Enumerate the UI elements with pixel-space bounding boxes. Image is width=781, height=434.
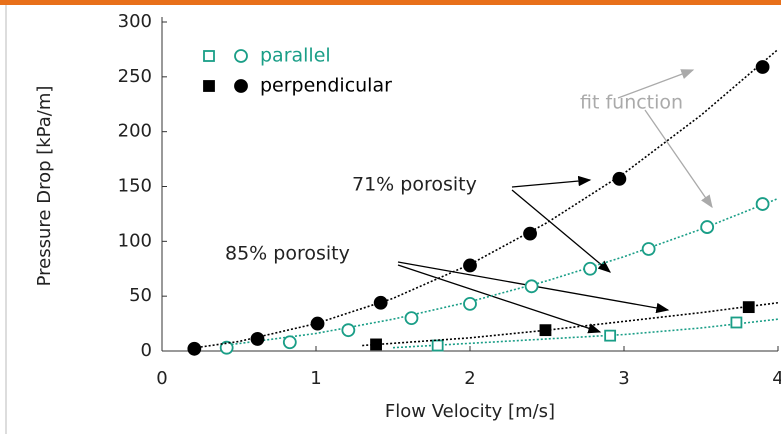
circle-point — [404, 311, 419, 326]
circle-point — [524, 279, 539, 294]
annotation: 71% porosity — [352, 174, 477, 196]
circle-point — [373, 295, 388, 310]
circle-point — [219, 340, 234, 355]
x-tick-label: 1 — [310, 368, 321, 389]
legend-circle — [234, 49, 248, 63]
y-tick-label: 50 — [129, 285, 152, 306]
y-tick-label: 300 — [118, 11, 152, 32]
circle-point — [463, 258, 477, 273]
square-point — [604, 329, 617, 342]
x-tick-label: 4 — [772, 368, 781, 389]
square-point — [370, 338, 382, 351]
x-tick-label: 2 — [464, 368, 475, 389]
circle-point — [641, 242, 656, 256]
circle-point — [523, 226, 537, 241]
square-point — [431, 339, 444, 352]
top-bar — [0, 0, 781, 5]
y-tick-label: 100 — [118, 230, 152, 251]
fit-line — [392, 318, 779, 349]
fit-line — [362, 301, 779, 347]
legend-circle — [234, 79, 248, 93]
circle-point — [612, 171, 627, 186]
circle-point — [341, 323, 356, 338]
circle-point — [463, 296, 477, 311]
legend-square — [203, 80, 215, 92]
square-point — [742, 301, 755, 314]
y-axis-label: Pressure Drop [kPa/m] — [34, 86, 55, 287]
annotation: 85% porosity — [225, 243, 350, 265]
legend-label: parallel — [260, 45, 331, 67]
fit-line — [223, 197, 779, 347]
circle-point — [187, 341, 202, 356]
square-point — [730, 316, 743, 329]
x-tick-label: 3 — [618, 368, 629, 389]
circle-point — [755, 197, 770, 211]
circle-point — [310, 316, 325, 331]
legend-label: perpendicular — [260, 75, 392, 97]
y-tick-label: 200 — [118, 121, 152, 142]
y-tick-label: 0 — [141, 340, 152, 361]
fit-line — [192, 48, 779, 349]
y-tick-label: 150 — [118, 176, 152, 197]
y-tick-label: 250 — [118, 66, 152, 87]
legend-square — [203, 50, 215, 62]
annotation: fit function — [580, 92, 683, 114]
circle-point — [282, 335, 297, 350]
circle-point — [700, 220, 715, 234]
x-tick-label: 0 — [156, 368, 167, 389]
circle-point — [755, 60, 770, 74]
x-axis-label: Flow Velocity [m/s] — [385, 401, 555, 422]
circle-point — [583, 261, 598, 276]
circle-point — [250, 332, 265, 346]
square-point — [539, 324, 552, 337]
